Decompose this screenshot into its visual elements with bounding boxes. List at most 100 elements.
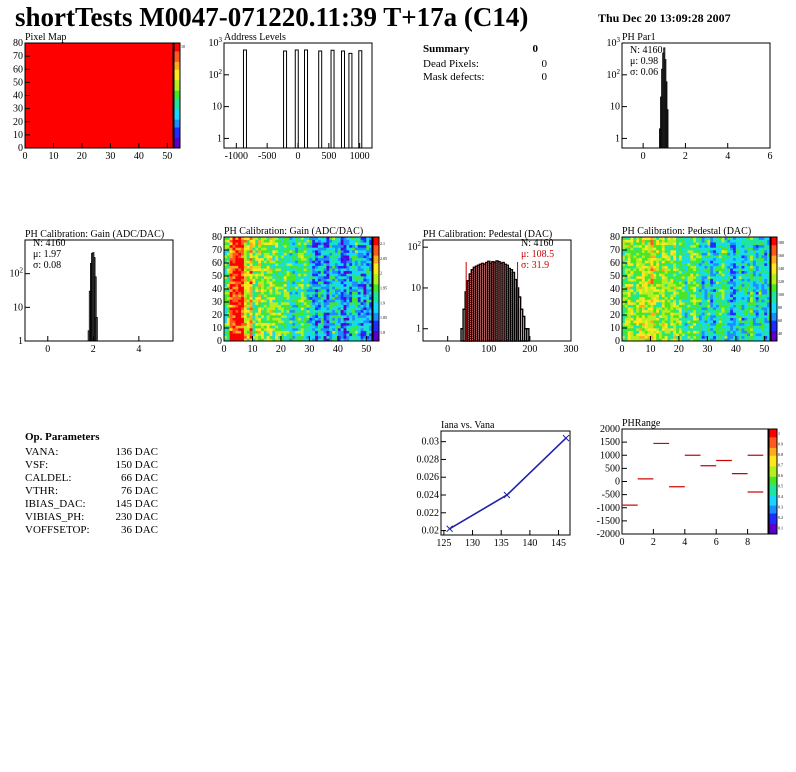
heatmap-cell xyxy=(306,315,310,318)
y-tick-label: 0.028 xyxy=(417,454,440,465)
heatmap-cell xyxy=(315,247,319,251)
heatmap-cell xyxy=(309,296,313,300)
color-scale-band xyxy=(174,77,180,81)
heatmap-cell xyxy=(733,312,737,316)
heatmap-cell xyxy=(280,307,285,311)
heatmap-cell xyxy=(713,268,717,272)
heatmap-cell xyxy=(678,260,683,264)
heatmap-cell xyxy=(738,325,742,329)
heatmap-cell xyxy=(622,320,626,324)
heatmap-cell xyxy=(656,281,660,285)
heatmap-cell xyxy=(767,273,771,277)
heatmap-cell xyxy=(278,299,282,303)
heatmap-cell xyxy=(263,283,267,287)
color-scale-band xyxy=(769,460,777,464)
heatmap-cell xyxy=(627,247,631,251)
heatmap-cell xyxy=(750,237,754,240)
heatmap-cell xyxy=(349,302,353,305)
heatmap-cell xyxy=(622,333,626,337)
heatmap-cell xyxy=(272,260,276,264)
heatmap-cell xyxy=(639,268,643,272)
heatmap-cell xyxy=(684,302,688,305)
heatmap-cell xyxy=(735,252,739,256)
plot-frame xyxy=(621,428,769,535)
heatmap-cell xyxy=(684,270,688,274)
heatmap-cell xyxy=(269,283,273,287)
color-scale-band xyxy=(769,528,777,532)
heatmap-cell xyxy=(335,335,339,339)
heatmap-cell xyxy=(369,250,373,253)
heatmap-cell xyxy=(698,237,702,240)
heatmap-cell xyxy=(696,320,700,324)
heatmap-cell xyxy=(676,281,680,285)
heatmap-cell xyxy=(741,281,745,285)
heatmap-cell xyxy=(641,312,646,316)
heatmap-cell xyxy=(630,268,634,272)
heatmap-cell xyxy=(664,286,668,290)
heatmap-cell xyxy=(707,328,711,331)
heatmap-cell xyxy=(622,302,626,305)
heatmap-cell xyxy=(226,294,230,298)
heatmap-cell xyxy=(238,247,242,251)
heatmap-cell xyxy=(718,330,722,334)
heatmap-cell xyxy=(633,289,637,292)
heatmap-cell xyxy=(275,265,279,269)
heatmap-cell xyxy=(340,237,344,240)
heatmap-cell xyxy=(630,250,634,253)
heatmap-cell xyxy=(664,294,668,298)
heatmap-cell xyxy=(710,273,714,277)
heatmap-cell xyxy=(286,325,290,329)
heatmap-cell xyxy=(661,317,665,321)
heatmap-cell xyxy=(312,273,316,277)
heatmap-cell xyxy=(224,270,228,274)
heatmap-cell xyxy=(633,260,637,264)
heatmap-cell xyxy=(707,283,711,287)
heatmap-cell xyxy=(698,247,702,251)
heatmap-cell xyxy=(656,268,660,272)
heatmap-cell xyxy=(354,237,359,240)
x-tick-label: 2 xyxy=(651,537,656,548)
heatmap-cell xyxy=(283,335,287,339)
heatmap-cell xyxy=(735,322,739,326)
heatmap-cell xyxy=(269,242,273,246)
heatmap-cell xyxy=(295,333,299,337)
heatmap-cell xyxy=(312,338,316,342)
y-tick-label: 70 xyxy=(212,245,222,256)
heatmap-cell xyxy=(764,330,768,334)
heatmap-cell xyxy=(306,239,310,243)
heatmap-cell xyxy=(653,294,657,298)
heatmap-cell xyxy=(724,286,728,290)
heatmap-cell xyxy=(622,239,626,243)
heatmap-cell xyxy=(258,255,262,259)
heatmap-cell xyxy=(670,315,674,318)
heatmap-cell xyxy=(673,296,677,300)
heatmap-cell xyxy=(735,268,739,272)
heatmap-cell xyxy=(627,299,631,303)
y-tick-label: 0.03 xyxy=(422,437,440,448)
heatmap-cell xyxy=(713,322,717,326)
heatmap-cell xyxy=(758,299,762,303)
heatmap-cell xyxy=(303,270,307,274)
heatmap-cell xyxy=(676,242,680,246)
heatmap-cell xyxy=(704,320,708,324)
heatmap-cell xyxy=(747,325,751,329)
heatmap-cell xyxy=(249,270,253,274)
color-scale-band xyxy=(771,247,777,251)
heatmap-cell xyxy=(698,286,702,290)
heatmap-cell xyxy=(730,247,734,251)
heatmap-cell xyxy=(636,273,640,277)
y-tick-label: 2000 xyxy=(600,424,620,435)
heatmap-cell xyxy=(744,317,748,321)
heatmap-cell xyxy=(232,294,236,298)
heatmap-cell xyxy=(676,273,680,277)
heatmap-cell xyxy=(715,260,720,264)
heatmap-cell xyxy=(670,276,674,279)
color-scale-band xyxy=(174,48,180,52)
heatmap-cell xyxy=(357,270,361,274)
heatmap-cell xyxy=(636,242,640,246)
y-tick-label: -2000 xyxy=(597,529,620,540)
heatmap-cell xyxy=(678,281,683,285)
heatmap-cell xyxy=(659,286,663,290)
heatmap-cell xyxy=(366,291,370,295)
heatmap-cell xyxy=(280,268,285,272)
